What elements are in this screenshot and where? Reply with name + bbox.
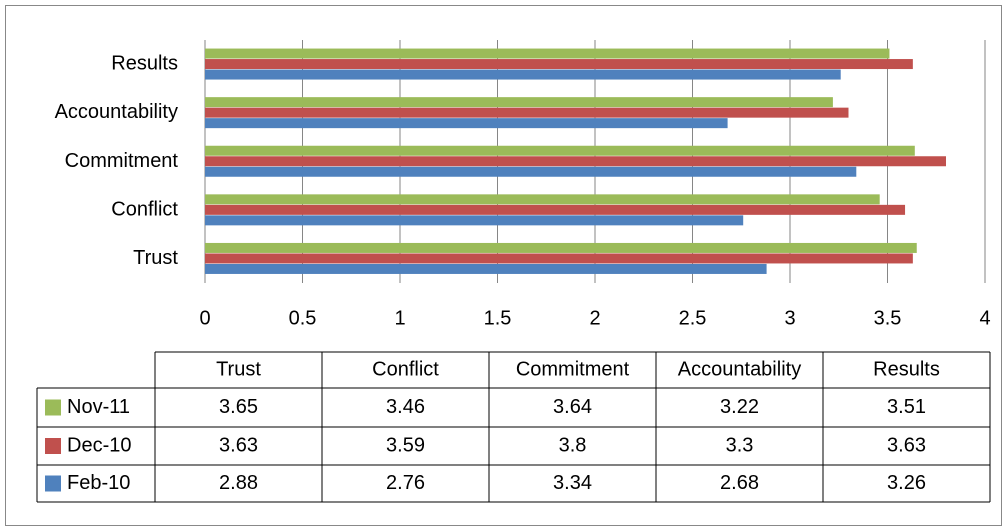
y-tick-label: Accountability xyxy=(55,101,178,123)
x-tick-label: 2.5 xyxy=(679,307,707,329)
table-cell: 3.64 xyxy=(553,396,592,418)
table-cell: 3.65 xyxy=(219,396,258,418)
y-tick-label: Commitment xyxy=(65,150,179,172)
table-header: Trust xyxy=(216,358,261,380)
bar xyxy=(205,97,833,108)
table-cell: 3.26 xyxy=(887,472,926,494)
table-header: Accountability xyxy=(678,358,801,380)
x-tick-label: 0 xyxy=(199,307,210,329)
legend-label: Feb-10 xyxy=(67,472,130,494)
table-cell: 3.63 xyxy=(219,434,258,456)
x-tick-label: 2 xyxy=(589,307,600,329)
bar xyxy=(205,166,857,177)
table-cell: 3.59 xyxy=(386,434,425,456)
table-header: Results xyxy=(873,358,940,380)
legend-swatch xyxy=(45,475,61,492)
table-cell: 2.68 xyxy=(720,472,759,494)
bar xyxy=(205,107,849,118)
legend-swatch xyxy=(45,438,61,454)
table-cell: 3.3 xyxy=(726,434,754,456)
bar xyxy=(205,194,880,205)
bar xyxy=(205,263,767,274)
bar xyxy=(205,118,728,129)
table-cell: 3.34 xyxy=(553,472,592,494)
bar xyxy=(205,242,917,253)
bar xyxy=(205,215,744,226)
x-tick-label: 4 xyxy=(979,307,990,329)
bar xyxy=(205,145,915,156)
legend-swatch xyxy=(45,399,61,416)
x-tick-label: 1 xyxy=(394,307,405,329)
y-tick-label: Trust xyxy=(133,247,178,269)
table-cell: 3.22 xyxy=(720,396,759,418)
table-cell: 3.46 xyxy=(386,396,425,418)
bar xyxy=(205,69,841,80)
y-tick-label: Conflict xyxy=(111,198,178,220)
table-cell: 2.88 xyxy=(219,472,258,494)
y-tick-label: Results xyxy=(111,53,178,75)
x-tick-label: 3 xyxy=(784,307,795,329)
legend-label: Nov-11 xyxy=(67,396,130,418)
x-tick-label: 3.5 xyxy=(874,307,902,329)
table-cell: 2.76 xyxy=(386,472,425,494)
table-cell: 3.63 xyxy=(887,434,926,456)
legend-label: Dec-10 xyxy=(67,434,131,456)
bar xyxy=(205,59,913,70)
table-cell: 3.51 xyxy=(887,396,926,418)
table-cell: 3.8 xyxy=(559,434,587,456)
bar xyxy=(205,48,890,59)
bar xyxy=(205,156,946,167)
bar xyxy=(205,253,913,264)
table-header: Conflict xyxy=(372,358,439,380)
bar xyxy=(205,204,906,215)
table-header: Commitment xyxy=(516,358,630,380)
x-tick-label: 0.5 xyxy=(289,307,317,329)
x-tick-label: 1.5 xyxy=(484,307,512,329)
